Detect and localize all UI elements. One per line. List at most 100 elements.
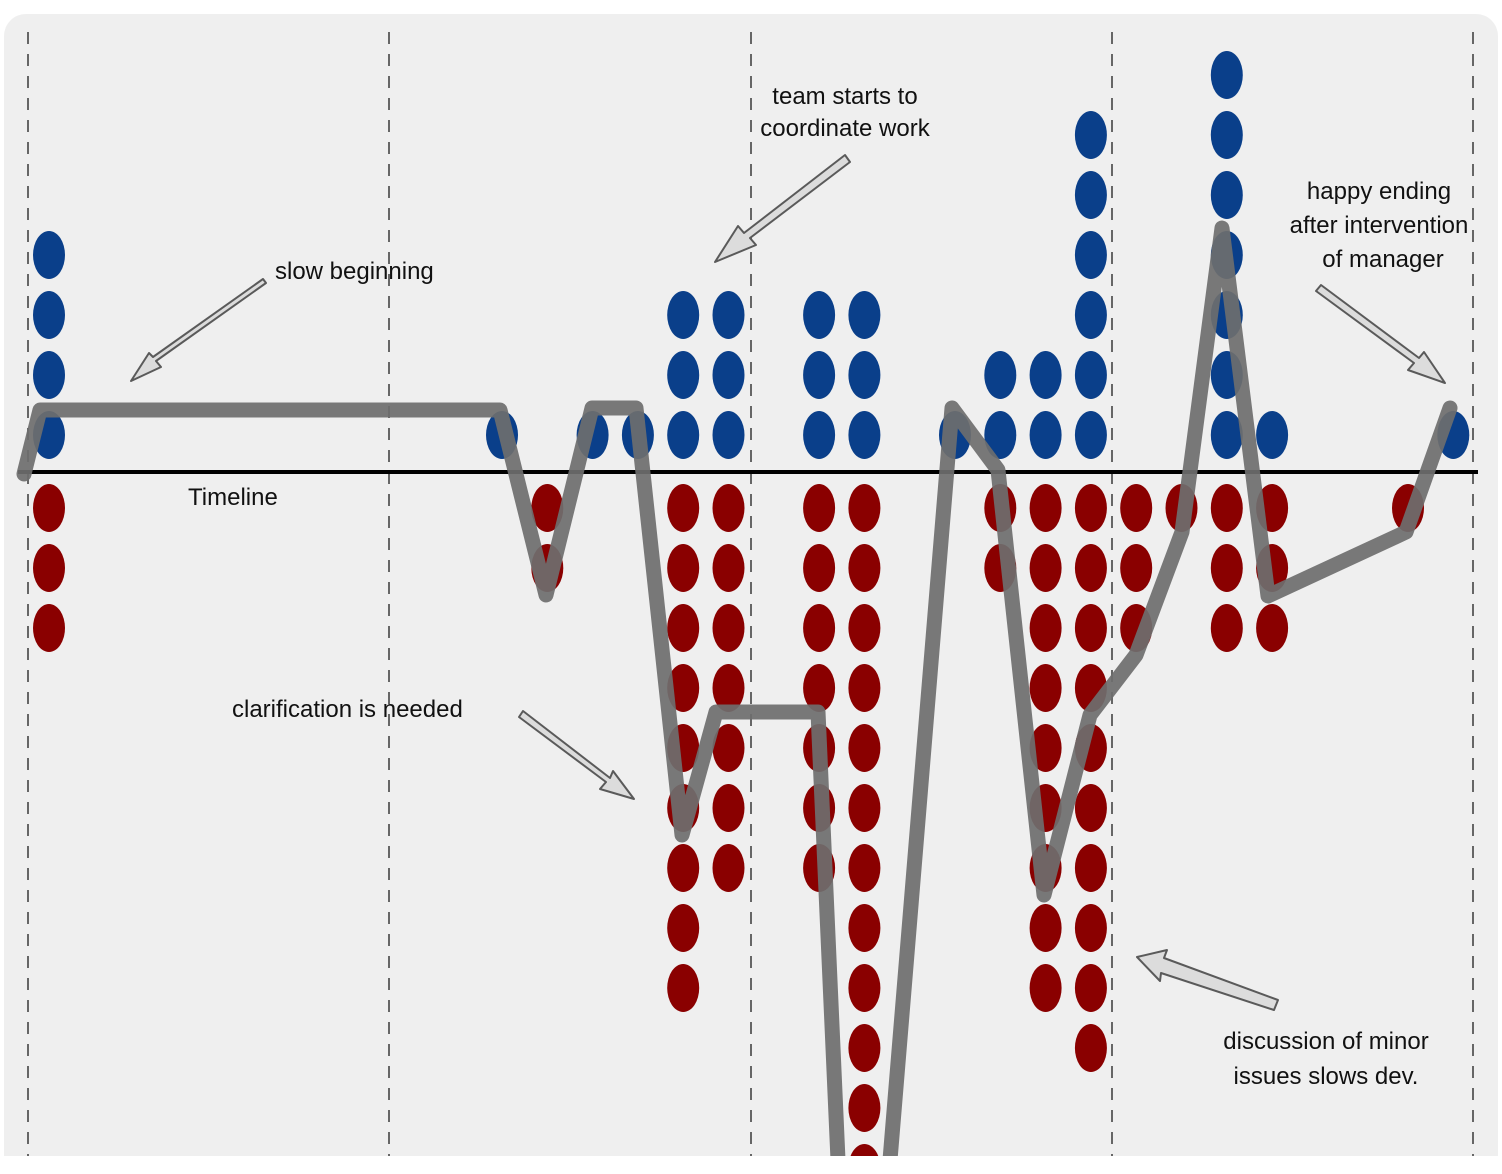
negative-event-dot (667, 964, 700, 1012)
annotation-discussion-line2: issues slows dev. (1234, 1063, 1419, 1090)
annotation-clarification: clarification is needed (232, 696, 463, 723)
positive-event-dot (803, 351, 836, 399)
negative-event-dot (803, 664, 836, 712)
negative-event-dot (848, 1084, 881, 1132)
arrow-slow-beginning (130, 278, 267, 382)
negative-event-dot (1210, 544, 1243, 592)
negative-event-dot (1074, 604, 1107, 652)
positive-event-dot (984, 351, 1017, 399)
positive-event-dot (712, 411, 745, 459)
negative-event-dot (1029, 544, 1062, 592)
positive-event-dot (1074, 291, 1107, 339)
negative-event-dot (712, 544, 745, 592)
arrow-team-coordinate (714, 154, 851, 263)
positive-event-dot (33, 351, 65, 399)
negative-event-dot (33, 544, 65, 592)
negative-event-dot (712, 484, 745, 532)
negative-event-dot (850, 1144, 879, 1156)
negative-event-dot (1210, 484, 1243, 532)
negative-event-dot (33, 604, 65, 652)
negative-event-dot (1074, 1024, 1107, 1072)
positive-event-dot (712, 351, 745, 399)
negative-event-dot (667, 664, 700, 712)
time-dividers (27, 32, 1474, 1156)
annotation-discussion-line1: discussion of minor (1223, 1028, 1428, 1055)
negative-event-dot (1029, 604, 1062, 652)
annotation-happy-ending-line1: happy ending (1307, 178, 1451, 205)
positive-event-dot (1074, 111, 1107, 159)
negative-event-dot (848, 604, 881, 652)
positive-event-dot (1074, 231, 1107, 279)
negative-event-dot (712, 724, 745, 772)
negative-event-dot (848, 844, 881, 892)
positive-event-dot (1074, 351, 1107, 399)
positive-event-dot (1210, 171, 1243, 219)
positive-event-dot (712, 291, 745, 339)
negative-event-dot (1029, 484, 1062, 532)
negative-event-dot (1074, 544, 1107, 592)
negative-event-dot (712, 664, 745, 712)
negative-event-dot (531, 484, 564, 532)
negative-event-dot (1074, 784, 1107, 832)
negative-event-dot (803, 544, 836, 592)
negative-event-dot (1120, 544, 1153, 592)
timeline-label: Timeline (188, 484, 278, 511)
negative-event-dot (1029, 664, 1062, 712)
negative-event-dot (667, 844, 700, 892)
positive-event-dot (1029, 351, 1062, 399)
negative-event-dot (848, 664, 881, 712)
positive-event-dot (667, 351, 700, 399)
negative-event-dot (1120, 484, 1153, 532)
negative-event-dot (667, 484, 700, 532)
negative-event-dot (848, 964, 881, 1012)
positive-event-dot (1029, 411, 1062, 459)
negative-event-dot (1074, 904, 1107, 952)
negative-event-dot (1029, 904, 1062, 952)
negative-event-dot (848, 904, 881, 952)
negative-event-dot (1074, 964, 1107, 1012)
negative-event-dot (667, 604, 700, 652)
negative-event-dot (667, 904, 700, 952)
positive-event-dot (1210, 411, 1243, 459)
annotation-happy-ending-line2: after intervention (1290, 212, 1469, 239)
positive-event-dot (33, 291, 65, 339)
annotation-team-coordinate-line1: team starts to (772, 83, 917, 110)
negative-event-dot (848, 724, 881, 772)
negative-event-dot (1029, 724, 1062, 772)
positive-event-dot (1074, 171, 1107, 219)
annotation-team-coordinate-line2: coordinate work (760, 115, 930, 142)
diagram-panel: Timeline slow beginning team starts to c… (4, 14, 1498, 1156)
negative-event-dot (667, 544, 700, 592)
negative-event-dot (712, 604, 745, 652)
negative-event-dot (33, 484, 65, 532)
positive-event-dot (803, 411, 836, 459)
negative-event-dot (1074, 844, 1107, 892)
negative-event-dot (1029, 964, 1062, 1012)
positive-event-dot (1074, 411, 1107, 459)
annotation-arrows (130, 154, 1446, 1011)
arrow-clarification (518, 710, 635, 800)
negative-event-dot (848, 484, 881, 532)
negative-event-dot (712, 784, 745, 832)
negative-event-dot (848, 1024, 881, 1072)
positive-event-dot (848, 351, 881, 399)
positive-event-dot (667, 291, 700, 339)
arrow-happy-ending (1315, 284, 1446, 384)
negative-event-dot (1256, 604, 1289, 652)
negative-event-dot (848, 784, 881, 832)
positive-event-dot (1210, 111, 1243, 159)
negative-event-dot (1210, 604, 1243, 652)
positive-event-dot (33, 231, 65, 279)
communication-timeline-diagram: Timeline slow beginning team starts to c… (16, 32, 1478, 1156)
annotation-slow-beginning: slow beginning (275, 258, 434, 285)
negative-event-dot (712, 844, 745, 892)
negative-event-dot (803, 604, 836, 652)
positive-event-dot (848, 291, 881, 339)
trend-line (16, 220, 1458, 1156)
positive-event-dot (803, 291, 836, 339)
positive-event-dot (1210, 51, 1243, 99)
negative-event-dot (848, 544, 881, 592)
negative-event-dot (803, 484, 836, 532)
positive-event-dot (667, 411, 700, 459)
negative-event-dot (1074, 484, 1107, 532)
